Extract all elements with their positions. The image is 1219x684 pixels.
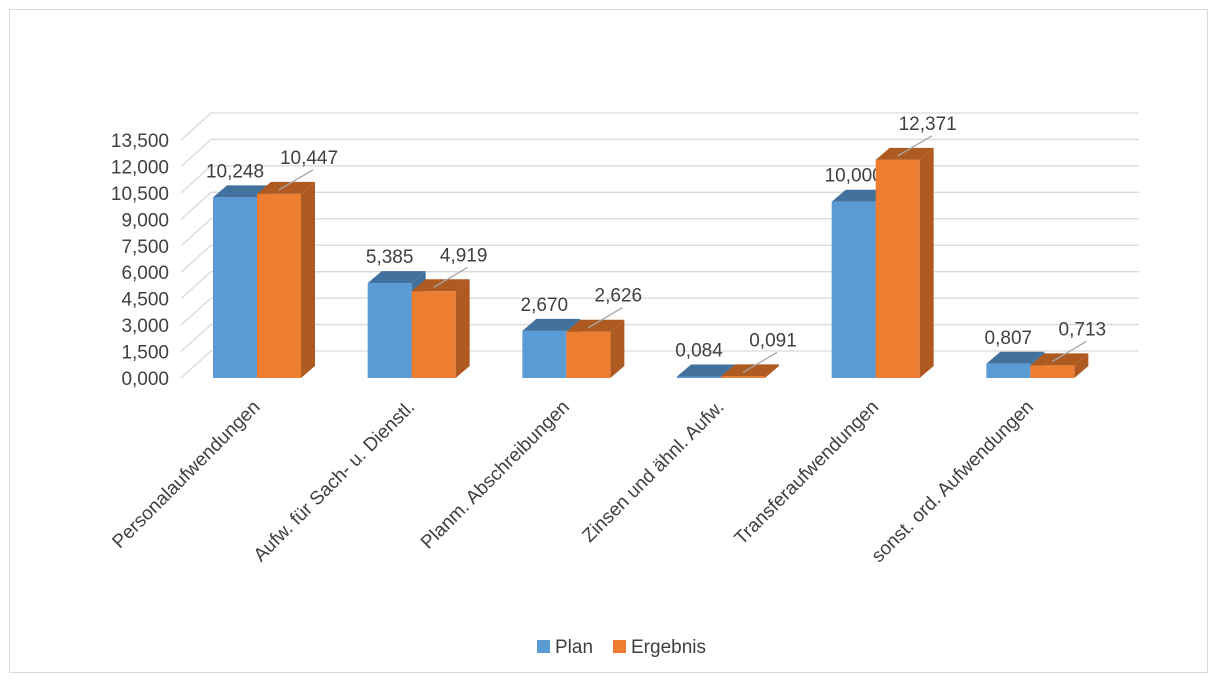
gridline-diagonal: [180, 350, 212, 379]
bar-ergebnis: [566, 331, 611, 378]
gridline-diagonal: [180, 271, 212, 300]
bar-top-ergebnis: [721, 364, 779, 377]
category-label: Aufw. für Sach- u. Dienstl.: [250, 397, 419, 566]
bar-top-plan: [367, 271, 426, 284]
bar-top-plan: [213, 185, 271, 198]
data-label-ergebnis: 0,713: [1059, 319, 1107, 340]
y-tick-label: 12,000: [111, 157, 169, 178]
bar-side-ergebnis: [301, 181, 315, 378]
data-label-leader: [897, 135, 932, 157]
gridline-diagonal: [180, 324, 212, 353]
bar-side-ergebnis: [765, 364, 779, 378]
bar-plan: [831, 201, 876, 378]
category-label: Planm. Abschreibungen: [417, 397, 574, 554]
data-label-plan: 10,248: [206, 161, 264, 182]
bar-top-ergebnis: [566, 319, 625, 332]
data-label-leader: [1052, 340, 1087, 362]
bar-ergebnis: [721, 376, 765, 378]
data-label-plan: 10,000: [825, 166, 883, 187]
data-label-leader: [742, 351, 778, 373]
bar-ergebnis: [1030, 365, 1075, 378]
data-label-plan: 0,807: [985, 328, 1033, 349]
bar-chart-3d: 0,000 1,500 3,000 4,500 6,000 7,500 9,000 10,50…: [108, 112, 1139, 658]
gridline-diagonal: [180, 244, 212, 273]
bar-top-ergebnis: [1030, 353, 1089, 366]
bar-top-ergebnis: [875, 147, 934, 160]
legend-label-plan: Plan: [555, 637, 593, 658]
data-label-ergebnis: 10,447: [280, 148, 338, 169]
y-tick-label: 4,500: [121, 290, 169, 311]
bar-side-ergebnis: [1074, 353, 1089, 378]
gridline-diagonal: [180, 138, 212, 167]
y-tick-label: 1,500: [121, 343, 169, 364]
bar-top-plan: [677, 364, 735, 377]
gridline-diagonal: [180, 218, 212, 247]
bar-top-ergebnis: [411, 279, 470, 292]
data-label-ergebnis: 4,919: [440, 245, 488, 266]
gridline-diagonal: [180, 112, 212, 141]
bar-plan: [986, 363, 1031, 378]
gridline-diagonal: [180, 191, 212, 220]
data-label-ergebnis: 12,371: [899, 114, 957, 135]
data-label-plan: 0,084: [675, 341, 723, 362]
gridline-diagonal: [180, 165, 212, 194]
y-tick-label: 9,000: [121, 210, 169, 231]
category-label: Zinsen und ähnl. Aufw.: [578, 397, 728, 547]
data-label-ergebnis: 2,626: [595, 286, 643, 307]
bar-ergebnis: [411, 291, 456, 378]
bar-top-plan: [986, 351, 1045, 364]
data-label-plan: 5,385: [366, 247, 414, 268]
y-tick-label: 10,500: [111, 184, 169, 205]
bar-top-plan: [831, 189, 890, 202]
y-tick-label: 6,000: [121, 263, 169, 284]
bar-ergebnis: [257, 193, 301, 378]
legend-swatch-ergebnis: [613, 640, 626, 653]
bar-side-ergebnis: [610, 319, 625, 378]
bar-ergebnis: [875, 159, 920, 378]
bar-plan: [367, 283, 412, 378]
y-tick-label: 0,000: [121, 369, 169, 390]
category-label: Personalaufwendungen: [108, 397, 264, 553]
category-label: sonst. ord. Aufwendungen: [868, 397, 1038, 567]
bar-top-plan: [522, 318, 581, 331]
y-tick-label: 3,000: [121, 316, 169, 337]
bar-side-ergebnis: [919, 147, 934, 378]
bar-plan: [677, 376, 721, 378]
data-label-leader: [588, 307, 623, 329]
bar-plan: [522, 330, 567, 378]
category-label: Transferaufwendungen: [731, 397, 884, 550]
bar-plan: [213, 197, 257, 378]
legend-label-ergebnis: Ergebnis: [631, 637, 706, 658]
gridline-diagonal: [180, 297, 212, 326]
data-label-ergebnis: 0,091: [749, 330, 797, 351]
bar-side-ergebnis: [455, 279, 470, 378]
legend-swatch-plan: [537, 640, 550, 653]
bar-top-ergebnis: [257, 181, 315, 194]
data-label-leader: [278, 169, 314, 191]
data-label-leader: [433, 266, 468, 288]
y-tick-label: 7,500: [121, 237, 169, 258]
data-label-plan: 2,670: [521, 295, 569, 316]
chart-frame: 0,000 1,500 3,000 4,500 6,000 7,500 9,000 10,50…: [9, 9, 1208, 673]
y-tick-label: 13,500: [111, 131, 169, 152]
